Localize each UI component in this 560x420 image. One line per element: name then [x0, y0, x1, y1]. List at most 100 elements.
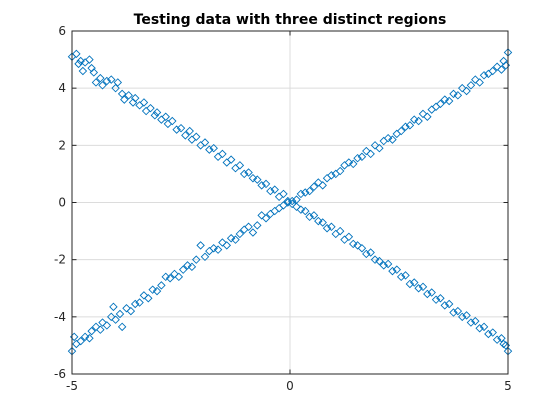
data-point	[139, 98, 149, 107]
data-point	[89, 68, 99, 77]
data-point	[80, 332, 90, 342]
data-point	[427, 105, 436, 114]
data-point	[449, 89, 458, 99]
data-point	[218, 238, 227, 247]
data-point	[396, 126, 406, 136]
data-point	[457, 312, 467, 322]
data-point	[383, 259, 393, 269]
data-point	[213, 245, 223, 254]
data-point	[405, 279, 415, 289]
data-point	[340, 235, 349, 244]
data-point	[388, 266, 397, 276]
data-point	[436, 99, 445, 109]
data-point	[239, 169, 249, 179]
data-point	[383, 133, 393, 143]
data-point	[462, 311, 471, 320]
data-point	[266, 186, 275, 196]
data-point	[301, 188, 310, 197]
data-point	[261, 213, 271, 223]
data-point	[111, 83, 120, 93]
data-point	[344, 232, 354, 242]
data-point	[488, 328, 497, 337]
data-point	[146, 103, 155, 113]
data-point	[296, 205, 306, 214]
data-point	[362, 146, 371, 156]
data-point	[462, 86, 471, 96]
data-point	[301, 206, 310, 216]
data-point	[370, 141, 380, 150]
data-point	[231, 235, 240, 244]
data-point	[322, 223, 332, 233]
data-point	[231, 163, 240, 173]
data-point	[130, 93, 140, 103]
data-point	[91, 78, 101, 87]
data-point	[148, 285, 157, 294]
data-point	[305, 212, 314, 222]
data-point	[444, 299, 454, 309]
data-point	[418, 282, 428, 292]
data-point	[296, 189, 306, 199]
data-point	[187, 135, 197, 144]
y-tick-label: -6	[54, 367, 66, 381]
data-point	[292, 195, 301, 204]
data-point	[440, 95, 450, 104]
data-point	[218, 149, 227, 159]
data-point	[200, 138, 210, 147]
data-point	[107, 75, 116, 84]
data-point	[423, 112, 432, 121]
data-point	[174, 272, 184, 282]
data-point	[172, 125, 181, 134]
y-tick-label: -4	[54, 310, 66, 324]
data-point	[440, 301, 450, 310]
data-point	[141, 106, 151, 116]
data-point	[414, 116, 423, 126]
data-point	[353, 241, 362, 250]
data-point	[499, 339, 508, 349]
data-point	[423, 289, 432, 299]
data-point	[488, 66, 497, 76]
data-point	[87, 326, 96, 336]
data-point	[444, 96, 454, 106]
data-point	[152, 286, 162, 296]
data-point	[283, 198, 293, 207]
data-point	[405, 121, 415, 130]
data-point	[213, 152, 223, 162]
y-tick-label: 2	[58, 138, 66, 152]
data-point	[163, 119, 173, 129]
data-point	[178, 265, 188, 274]
data-point	[152, 108, 162, 117]
data-point	[475, 324, 484, 333]
chart-title: Testing data with three distinct regions	[134, 12, 447, 28]
data-point	[130, 299, 140, 309]
data-point	[135, 298, 144, 307]
data-point	[248, 228, 258, 237]
data-point	[388, 135, 397, 144]
data-point	[76, 56, 85, 66]
data-point	[244, 222, 253, 232]
data-point	[431, 295, 441, 304]
data-point	[168, 116, 177, 126]
data-point	[244, 168, 253, 177]
data-point	[87, 63, 96, 73]
data-point	[392, 129, 402, 139]
x-tick-label: 5	[504, 379, 512, 393]
data-point	[362, 249, 371, 259]
data-point	[253, 175, 262, 184]
data-point	[120, 95, 129, 104]
data-point	[187, 262, 197, 272]
data-point	[253, 221, 262, 230]
data-point	[331, 229, 341, 239]
data-point	[479, 71, 489, 80]
data-point	[261, 179, 271, 189]
data-point	[124, 91, 133, 100]
data-point	[126, 306, 136, 316]
data-point	[497, 65, 506, 74]
data-point	[257, 181, 266, 190]
data-points	[67, 48, 513, 356]
data-point	[431, 102, 441, 111]
data-point	[102, 321, 112, 330]
data-point	[348, 159, 358, 169]
data-point	[340, 161, 349, 170]
data-point	[499, 56, 508, 66]
